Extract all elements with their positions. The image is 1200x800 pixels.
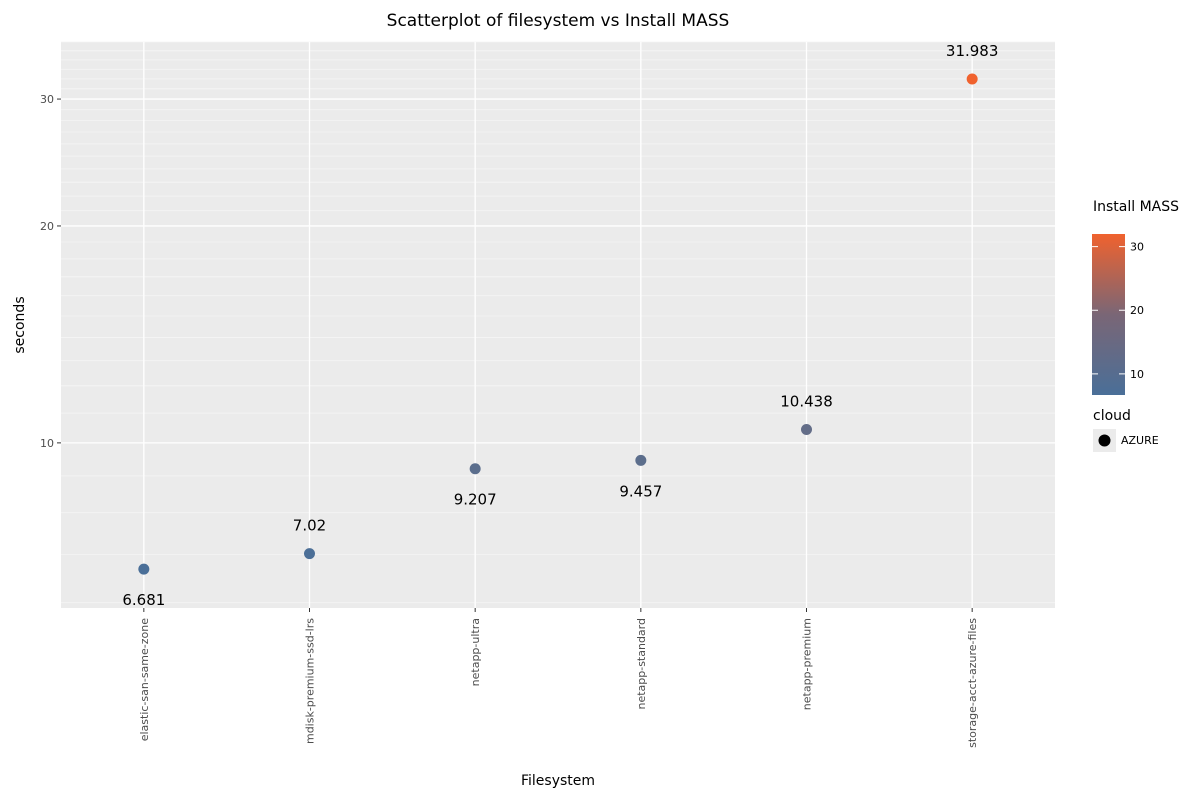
- plot-panel: [61, 42, 1055, 608]
- x-tick-label: storage-acct-azure-files: [966, 618, 979, 748]
- data-label: 7.02: [293, 517, 326, 535]
- chart-title: Scatterplot of filesystem vs Install MAS…: [387, 11, 730, 31]
- minor-gridlines: [61, 41, 1055, 604]
- colorbar-ticks: 10 20 30: [1092, 241, 1144, 381]
- data-point: [304, 548, 315, 560]
- data-label: 6.681: [122, 591, 165, 609]
- x-axis-title: Filesystem: [521, 773, 595, 789]
- colorbar-tick-label: 10: [1130, 368, 1144, 381]
- cloud-legend-title: cloud: [1093, 408, 1131, 424]
- x-tick-label: netapp-premium: [801, 618, 814, 710]
- y-tick-label: 20: [40, 220, 54, 233]
- colorbar-tick-label: 30: [1130, 241, 1144, 254]
- data-points: [138, 73, 978, 575]
- x-tick-label: mdisk-premium-ssd-lrs: [304, 618, 317, 744]
- major-gridlines: [61, 42, 1055, 608]
- data-label: 9.207: [454, 491, 497, 509]
- data-label: 9.457: [619, 482, 662, 500]
- data-point: [966, 73, 978, 85]
- data-label: 31.983: [946, 42, 999, 60]
- colorbar-gradient: [1092, 234, 1125, 395]
- data-label: 10.438: [780, 392, 833, 410]
- y-axis-ticks: 10 20 30: [40, 93, 61, 450]
- x-tick-label: netapp-ultra: [469, 618, 482, 686]
- cloud-legend: cloud AZURE: [1093, 408, 1159, 452]
- y-tick-label: 10: [40, 437, 54, 450]
- x-tick-label: netapp-standard: [635, 618, 648, 710]
- colorbar-tick-label: 20: [1130, 304, 1144, 317]
- x-tick-label: elastic-san-same-zone: [138, 618, 151, 741]
- colorbar-title: Install MASS: [1093, 199, 1179, 215]
- y-axis-title: seconds: [12, 296, 28, 353]
- data-point: [138, 563, 150, 575]
- data-point: [635, 454, 647, 466]
- data-point: [469, 463, 481, 475]
- data-labels: 6.681 7.02 9.207 9.457 10.438 31.983: [122, 42, 998, 609]
- x-axis-ticks: elastic-san-same-zone mdisk-premium-ssd-l…: [138, 608, 979, 748]
- data-point: [801, 423, 812, 435]
- legend-key-dot: [1098, 434, 1111, 447]
- colorbar-legend: Install MASS 10 20 30: [1092, 199, 1179, 395]
- legend-entry-azure: AZURE: [1121, 434, 1159, 447]
- y-tick-label: 30: [40, 93, 54, 106]
